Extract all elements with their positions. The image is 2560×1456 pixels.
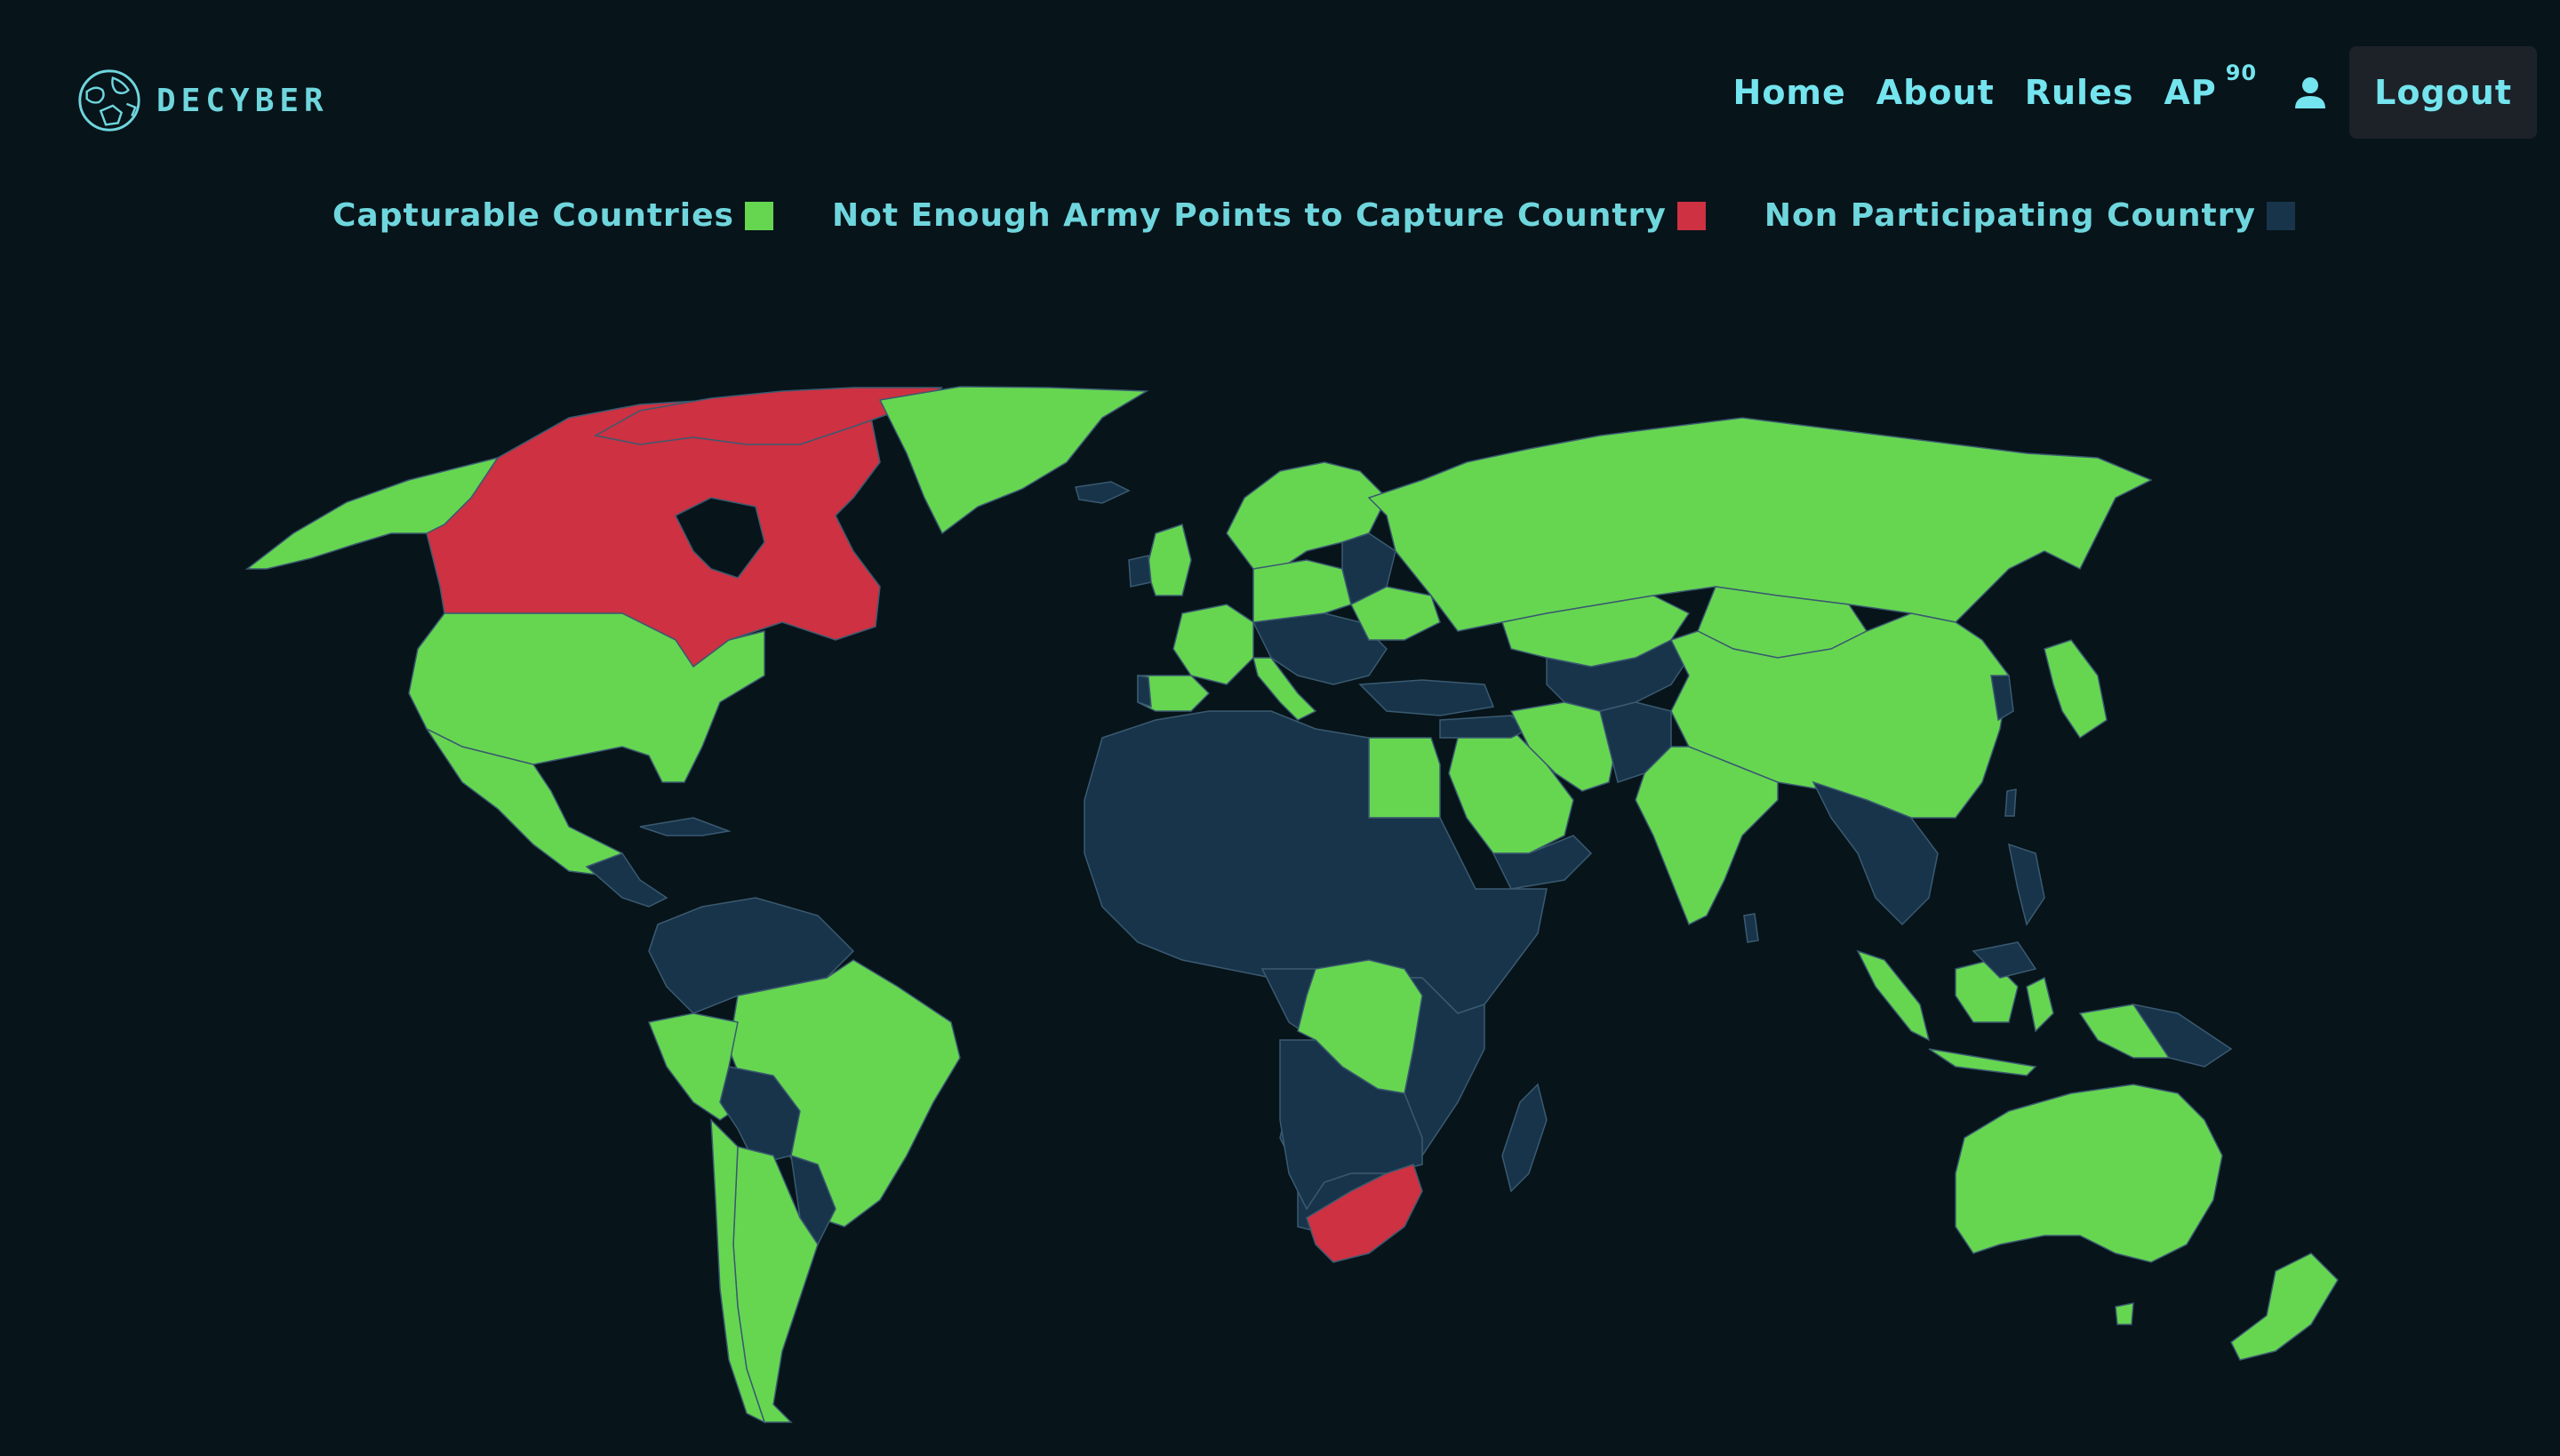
country-korea[interactable]: [1990, 675, 2014, 722]
army-points-label: AP: [2164, 73, 2217, 112]
country-southeast-asia[interactable]: [1812, 780, 1939, 926]
country-central-america[interactable]: [585, 852, 668, 908]
top-nav: Home About Rules AP 90 Logout: [1733, 46, 2537, 139]
country-middle-east[interactable]: [1439, 715, 1531, 739]
map-legend: Capturable Countries Not Enough Army Poi…: [332, 197, 2354, 234]
brand-logo[interactable]: DECYBER: [75, 66, 329, 135]
country-greenland[interactable]: [878, 386, 1149, 535]
country-india[interactable]: [1635, 746, 1779, 926]
country-north-africa[interactable]: [1084, 710, 1548, 1014]
country-ukraine[interactable]: [1349, 586, 1441, 641]
country-malaysia[interactable]: [1972, 941, 2037, 979]
country-central-europe[interactable]: [1252, 612, 1388, 685]
country-caribbean[interactable]: [639, 817, 732, 836]
legend-not-enough-label: Not Enough Army Points to Capture Countr…: [831, 197, 1667, 234]
army-points-display: AP 90: [2164, 60, 2257, 112]
country-indonesia-java[interactable]: [1928, 1048, 2037, 1076]
country-south-africa[interactable]: [1306, 1164, 1423, 1263]
country-iran[interactable]: [1509, 701, 1619, 792]
country-indonesia-papua[interactable]: [2078, 1004, 2171, 1059]
legend-non-participating-swatch: [2266, 201, 2295, 230]
country-chile[interactable]: [710, 1118, 766, 1424]
nav-about-link[interactable]: About: [1876, 73, 1995, 112]
country-turkey[interactable]: [1358, 679, 1495, 716]
country-sri-lanka[interactable]: [1743, 913, 1759, 943]
country-indonesia-sumatra[interactable]: [1856, 949, 1931, 1042]
country-portugal[interactable]: [1137, 675, 1152, 708]
country-madagascar[interactable]: [1501, 1083, 1548, 1193]
country-central-asia[interactable]: [1546, 639, 1690, 712]
nav-home-link[interactable]: Home: [1732, 73, 1846, 112]
legend-capturable: Capturable Countries: [332, 197, 773, 234]
legend-capturable-swatch: [744, 201, 773, 230]
legend-not-enough: Not Enough Army Points to Capture Countr…: [832, 197, 1706, 234]
legend-non-participating-label: Non Participating Country: [1764, 197, 2256, 234]
nav-rules-link[interactable]: Rules: [2024, 73, 2134, 112]
hudson-bay: [674, 497, 765, 579]
country-france[interactable]: [1172, 604, 1254, 685]
country-tasmania[interactable]: [2115, 1302, 2134, 1325]
country-germany-poland[interactable]: [1252, 559, 1352, 623]
country-philippines[interactable]: [2008, 843, 2045, 926]
legend-capturable-label: Capturable Countries: [332, 197, 734, 234]
legend-not-enough-swatch: [1676, 201, 1706, 230]
country-italy[interactable]: [1252, 657, 1317, 721]
country-egypt[interactable]: [1368, 737, 1441, 819]
globe-shield-icon: [78, 69, 140, 132]
country-uk[interactable]: [1146, 524, 1192, 596]
country-new-zealand[interactable]: [2230, 1252, 2339, 1361]
country-paraguay-uruguay[interactable]: [790, 1154, 836, 1246]
country-iceland[interactable]: [1075, 481, 1131, 504]
brand-name: DECYBER: [156, 82, 329, 119]
country-ireland[interactable]: [1128, 555, 1152, 588]
world-map[interactable]: [0, 356, 2560, 1456]
country-japan[interactable]: [2044, 639, 2108, 740]
country-indonesia-sulawesi[interactable]: [2026, 976, 2054, 1033]
country-taiwan[interactable]: [2004, 788, 2017, 817]
user-icon[interactable]: [2292, 75, 2328, 110]
logout-button[interactable]: Logout: [2349, 46, 2537, 139]
country-australia[interactable]: [1955, 1084, 2223, 1263]
legend-non-participating: Non Participating Country: [1764, 197, 2295, 234]
army-points-value: 90: [2225, 60, 2258, 85]
